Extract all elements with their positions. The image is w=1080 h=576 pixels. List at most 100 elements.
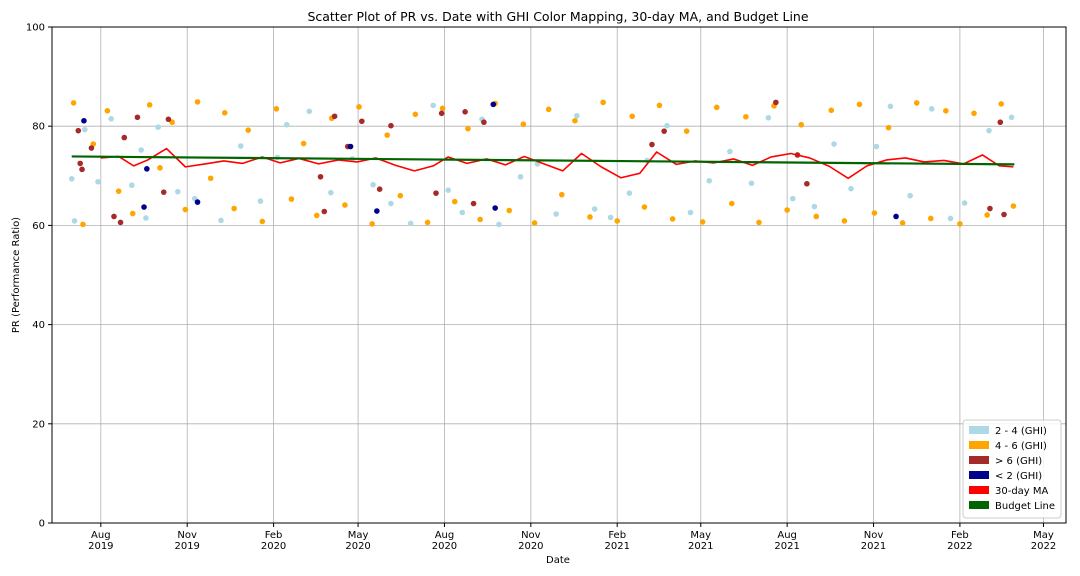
scatter-point xyxy=(629,113,636,120)
scatter-point xyxy=(971,110,977,117)
scatter-point xyxy=(641,204,648,210)
scatter-point xyxy=(157,165,163,171)
scatter-point xyxy=(984,212,990,218)
scatter-point xyxy=(129,182,135,189)
scatter-point xyxy=(328,189,334,196)
scatter-point xyxy=(221,110,228,116)
x-tick-label-month: Aug xyxy=(435,530,455,541)
x-tick-label-year: 2021 xyxy=(774,541,799,552)
scatter-point xyxy=(811,203,818,210)
y-tick-label: 20 xyxy=(32,419,45,430)
scatter-point xyxy=(194,99,201,105)
scatter-point xyxy=(321,208,328,215)
scatter-point xyxy=(283,121,290,128)
series-4-6-ghi- xyxy=(70,99,1017,228)
scatter-point xyxy=(245,127,252,133)
x-tick-label-year: 2022 xyxy=(1031,541,1056,552)
scatter-point xyxy=(331,113,338,120)
scatter-point xyxy=(813,213,820,220)
scatter-point xyxy=(77,160,83,167)
scatter-point xyxy=(947,215,954,222)
scatter-point xyxy=(75,127,82,134)
scatter-point xyxy=(748,180,755,187)
scatter-point xyxy=(388,200,394,207)
scatter-point xyxy=(699,219,706,225)
scatter-point xyxy=(545,106,552,113)
scatter-point xyxy=(765,114,772,121)
scatter-point xyxy=(492,205,498,211)
scatter-point xyxy=(79,166,85,173)
scatter-point xyxy=(728,200,735,207)
scatter-point xyxy=(531,220,538,226)
scatter-point xyxy=(117,219,124,226)
scatter-point xyxy=(138,147,144,153)
scatter-point xyxy=(798,121,805,128)
y-tick-label: 80 xyxy=(32,122,45,133)
scatter-point xyxy=(388,122,394,129)
y-tick-label: 60 xyxy=(32,221,45,232)
scatter-point xyxy=(88,145,95,151)
x-axis-label: Date xyxy=(546,555,570,566)
scatter-point xyxy=(607,214,614,221)
y-tick-label: 0 xyxy=(39,519,45,530)
scatter-point xyxy=(465,125,471,132)
scatter-point xyxy=(376,186,383,192)
scatter-point xyxy=(369,221,375,227)
scatter-point xyxy=(306,108,313,115)
y-axis-label: PR (Performance Ratio) xyxy=(11,217,22,333)
x-tick-label-month: Feb xyxy=(265,530,283,541)
y-tick-label: 40 xyxy=(32,320,45,331)
scatter-point xyxy=(943,108,949,114)
scatter-point xyxy=(661,128,667,134)
scatter-point xyxy=(207,175,214,182)
x-tick-label-year: 2019 xyxy=(88,541,113,552)
scatter-point xyxy=(998,101,1005,107)
scatter-point xyxy=(887,103,894,110)
legend-label: 30-day MA xyxy=(995,486,1049,497)
scatter-point xyxy=(986,127,992,134)
chart-title: Scatter Plot of PR vs. Date with GHI Col… xyxy=(307,9,808,24)
line-budget-line xyxy=(71,155,1015,166)
line-30-day-ma xyxy=(100,147,1014,180)
scatter-point xyxy=(687,209,694,216)
x-tick-label-month: Nov xyxy=(864,530,884,541)
scatter-point xyxy=(68,175,75,182)
scatter-point xyxy=(804,180,810,187)
scatter-point xyxy=(1010,203,1017,209)
scatter-point xyxy=(656,102,663,109)
scatter-point xyxy=(856,101,863,108)
scatter-point xyxy=(155,124,161,130)
scatter-point xyxy=(359,118,365,125)
scatter-point xyxy=(848,185,854,192)
x-tick-label-month: Aug xyxy=(777,530,797,541)
scatter-point xyxy=(913,100,920,106)
series--6-ghi- xyxy=(75,99,1007,226)
x-tick-label-year: 2020 xyxy=(345,541,370,552)
scatter-point xyxy=(430,102,436,109)
scatter-point xyxy=(356,104,362,110)
grid xyxy=(52,26,1066,524)
scatter-point xyxy=(288,196,295,202)
x-tick-label-month: Feb xyxy=(608,530,626,541)
x-tick-label-year: 2020 xyxy=(432,541,457,552)
scatter-point xyxy=(259,218,266,225)
scatter-point xyxy=(111,213,117,220)
scatter-point xyxy=(928,106,935,112)
legend-label: Budget Line xyxy=(995,501,1055,512)
legend-label: < 2 (GHI) xyxy=(995,471,1042,482)
scatter-point xyxy=(169,119,175,126)
scatter-point xyxy=(490,101,497,108)
scatter-point xyxy=(160,189,167,195)
scatter-point xyxy=(997,119,1004,126)
scatter-point xyxy=(445,187,452,193)
legend-swatch xyxy=(969,456,989,464)
scatter-point xyxy=(237,143,244,149)
scatter-point xyxy=(370,181,376,188)
scatter-point xyxy=(713,104,720,111)
scatter-point xyxy=(669,216,676,222)
legend-swatch xyxy=(969,426,989,434)
scatter-point xyxy=(313,212,320,219)
y-tick-label: 100 xyxy=(26,23,45,34)
scatter-point xyxy=(961,200,968,206)
scatter-point xyxy=(433,190,439,196)
